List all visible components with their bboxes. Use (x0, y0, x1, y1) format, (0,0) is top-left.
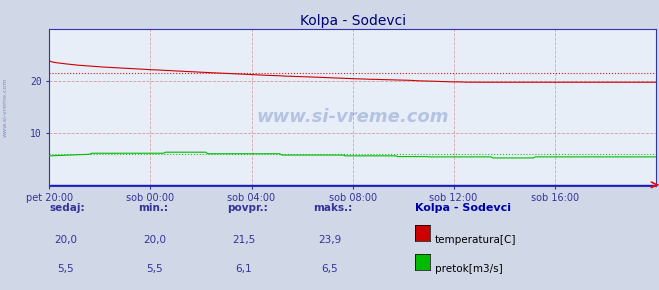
Text: 23,9: 23,9 (318, 235, 341, 245)
Text: min.:: min.: (138, 203, 169, 213)
Text: 21,5: 21,5 (232, 235, 256, 245)
Text: Kolpa - Sodevci: Kolpa - Sodevci (415, 203, 511, 213)
Text: povpr.:: povpr.: (227, 203, 268, 213)
Text: 20,0: 20,0 (55, 235, 77, 245)
Text: www.si-vreme.com: www.si-vreme.com (3, 77, 8, 137)
Text: pretok[m3/s]: pretok[m3/s] (435, 264, 503, 274)
Text: temperatura[C]: temperatura[C] (435, 235, 517, 245)
Text: 20,0: 20,0 (144, 235, 166, 245)
Text: 6,5: 6,5 (321, 264, 338, 274)
Text: 6,1: 6,1 (235, 264, 252, 274)
Title: Kolpa - Sodevci: Kolpa - Sodevci (299, 14, 406, 28)
Text: 5,5: 5,5 (146, 264, 163, 274)
Text: www.si-vreme.com: www.si-vreme.com (256, 108, 449, 126)
Text: 5,5: 5,5 (57, 264, 74, 274)
Text: maks.:: maks.: (313, 203, 353, 213)
Text: sedaj:: sedaj: (49, 203, 85, 213)
